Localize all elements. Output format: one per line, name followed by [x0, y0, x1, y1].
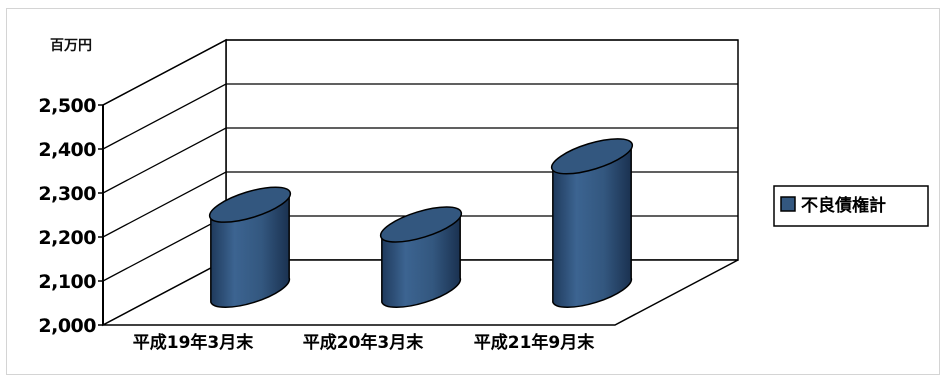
back-wall: [225, 39, 739, 261]
unit-label: 百万円: [50, 38, 92, 54]
bar-top: [550, 138, 634, 175]
x-tick-label: 平成19年3月末: [133, 332, 254, 353]
y-tick-label: 2,000: [38, 315, 96, 337]
y-tick-label: 2,400: [38, 139, 96, 161]
bar: [379, 206, 463, 309]
bar-top: [379, 206, 463, 243]
legend-box: [773, 185, 929, 227]
bar-top: [208, 186, 292, 223]
y-tick-label: 2,200: [38, 227, 96, 249]
bar: [208, 186, 292, 309]
grid-line: [102, 83, 738, 150]
y-axis-ticks: 2,000 2,100 2,200 2,300 2,400 2,500: [38, 95, 104, 337]
bars: [208, 138, 634, 309]
bar-body: [552, 143, 633, 309]
x-tick-label: 平成20年3月末: [303, 332, 424, 353]
legend-label: 不良債権計: [801, 195, 886, 216]
y-tick-label: 2,300: [38, 183, 96, 205]
y-tick-label: 2,100: [38, 271, 96, 293]
legend: 不良債権計: [773, 185, 929, 227]
x-tick-label: 平成21年9月末: [474, 332, 595, 353]
y-tick-label: 2,500: [38, 95, 96, 117]
legend-swatch: [780, 196, 796, 212]
bar: [550, 138, 634, 309]
x-axis-labels: 平成19年3月末 平成20年3月末 平成21年9月末: [133, 332, 595, 353]
grid-line: [102, 39, 738, 106]
grid-line: [102, 127, 738, 194]
